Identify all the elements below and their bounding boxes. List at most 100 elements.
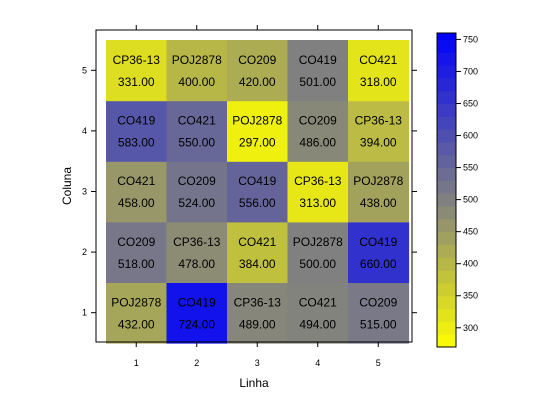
cell-label: CO209 bbox=[299, 114, 337, 128]
colorbar-segment bbox=[437, 218, 456, 233]
cell-rect bbox=[166, 282, 228, 344]
cell-value: 660.00 bbox=[360, 257, 397, 271]
colorbar-segment bbox=[437, 180, 456, 194]
cell-value: 550.00 bbox=[178, 136, 215, 150]
y-tick-label: 1 bbox=[82, 308, 87, 318]
cell-label: POJ2878 bbox=[353, 174, 403, 188]
y-tick-label: 2 bbox=[82, 247, 87, 257]
cell-value: 494.00 bbox=[299, 317, 336, 331]
x-tick-label: 3 bbox=[255, 358, 260, 368]
colorbar-segment bbox=[437, 244, 456, 258]
cell-value: 297.00 bbox=[239, 136, 276, 150]
cell-label: POJ2878 bbox=[293, 235, 343, 249]
cell-rect bbox=[348, 40, 410, 102]
heatmap-cell: CO209 524.00 bbox=[166, 161, 228, 223]
y-tick-label: 5 bbox=[82, 65, 87, 75]
cell-rect bbox=[227, 100, 289, 162]
colorbar-segment bbox=[437, 52, 456, 66]
heatmap-cell: POJ2878 400.00 bbox=[166, 40, 228, 102]
cell-label: CO419 bbox=[299, 53, 337, 67]
colorbar-tick-label: 400 bbox=[463, 259, 478, 269]
cell-rect bbox=[227, 282, 289, 344]
heatmap-cell: CP36-13 394.00 bbox=[348, 100, 410, 162]
colorbar: 300 350 400 450 500 550 600 650 700 750 bbox=[436, 32, 478, 348]
heatmap-cell: CO421 384.00 bbox=[227, 221, 289, 283]
cell-rect bbox=[287, 221, 349, 283]
cell-value: 486.00 bbox=[299, 136, 336, 150]
colorbar-segment bbox=[437, 308, 456, 322]
colorbar-tick-label: 650 bbox=[463, 98, 478, 108]
cell-label: CP36-13 bbox=[173, 235, 221, 249]
cell-label: CO209 bbox=[178, 174, 216, 188]
cell-rect bbox=[348, 161, 410, 223]
y-tick-label: 3 bbox=[82, 187, 87, 197]
colorbar-segment bbox=[437, 231, 456, 245]
cell-rect bbox=[106, 161, 168, 223]
colorbar-tick-label: 450 bbox=[463, 227, 478, 237]
colorbar-tick-label: 750 bbox=[463, 34, 478, 44]
y-axis-title: Coluna bbox=[60, 167, 74, 205]
colorbar-segment bbox=[437, 295, 456, 310]
cell-label: CP36-13 bbox=[113, 53, 161, 67]
cell-rect bbox=[348, 221, 410, 283]
colorbar-tick-label: 500 bbox=[463, 195, 478, 205]
colorbar-segment bbox=[437, 154, 456, 169]
cell-label: CO419 bbox=[359, 235, 397, 249]
cell-rect bbox=[166, 161, 228, 223]
cell-rect bbox=[106, 100, 168, 162]
cell-value: 438.00 bbox=[360, 196, 397, 210]
x-tick-label: 2 bbox=[194, 358, 199, 368]
cell-label: POJ2878 bbox=[111, 295, 161, 309]
colorbar-segment bbox=[437, 129, 456, 143]
colorbar-segment bbox=[437, 39, 456, 53]
cell-rect bbox=[287, 282, 349, 344]
cell-value: 458.00 bbox=[118, 196, 155, 210]
heatmap-cell: POJ2878 297.00 bbox=[227, 100, 289, 162]
cell-label: CO419 bbox=[117, 114, 155, 128]
heatmap-cell: CP36-13 489.00 bbox=[227, 282, 289, 344]
colorbar-segment bbox=[437, 167, 456, 181]
cell-value: 583.00 bbox=[118, 136, 155, 150]
cell-value: 518.00 bbox=[118, 257, 155, 271]
cell-rect bbox=[106, 40, 168, 102]
cell-value: 556.00 bbox=[239, 196, 276, 210]
heatmap-cell: CO419 501.00 bbox=[287, 40, 349, 102]
cell-rect bbox=[227, 221, 289, 283]
heatmap-cells: POJ2878 432.00 CO419 724.00 CP36-13 489.00 CO4… bbox=[106, 40, 410, 344]
colorbar-segment bbox=[437, 206, 456, 220]
heatmap-cell: CO421 318.00 bbox=[348, 40, 410, 102]
cell-value: 394.00 bbox=[360, 136, 397, 150]
colorbar-tick-label: 550 bbox=[463, 163, 478, 173]
plot-frame bbox=[95, 29, 413, 343]
x-tick-label: 4 bbox=[315, 358, 320, 368]
cell-value: 318.00 bbox=[360, 75, 397, 89]
cell-rect bbox=[348, 100, 410, 162]
colorbar-segment bbox=[437, 193, 456, 207]
cell-label: CO419 bbox=[238, 174, 276, 188]
heatmap-cell: CO419 660.00 bbox=[348, 221, 410, 283]
colorbar-segment bbox=[437, 77, 456, 92]
colorbar-segment bbox=[437, 334, 456, 348]
cell-rect bbox=[106, 221, 168, 283]
cell-value: 489.00 bbox=[239, 317, 276, 331]
colorbar-segment bbox=[437, 103, 456, 117]
cell-rect bbox=[166, 221, 228, 283]
cell-value: 501.00 bbox=[299, 75, 336, 89]
colorbar-tick-label: 700 bbox=[463, 66, 478, 76]
colorbar-segment bbox=[437, 90, 456, 104]
cell-value: 515.00 bbox=[360, 317, 397, 331]
colorbar-segment bbox=[437, 141, 456, 156]
colorbar-tick-label: 300 bbox=[463, 323, 478, 333]
cell-rect bbox=[287, 161, 349, 223]
heatmap-cell: CO421 550.00 bbox=[166, 100, 228, 162]
heatmap-cell: POJ2878 438.00 bbox=[348, 161, 410, 223]
x-tick-label: 5 bbox=[376, 358, 381, 368]
colorbar-segment bbox=[437, 321, 456, 335]
cell-label: CO421 bbox=[238, 235, 276, 249]
cell-rect bbox=[166, 40, 228, 102]
cell-label: CP36-13 bbox=[355, 114, 403, 128]
cell-rect bbox=[348, 282, 410, 344]
cell-value: 432.00 bbox=[118, 317, 155, 331]
cell-rect bbox=[287, 40, 349, 102]
